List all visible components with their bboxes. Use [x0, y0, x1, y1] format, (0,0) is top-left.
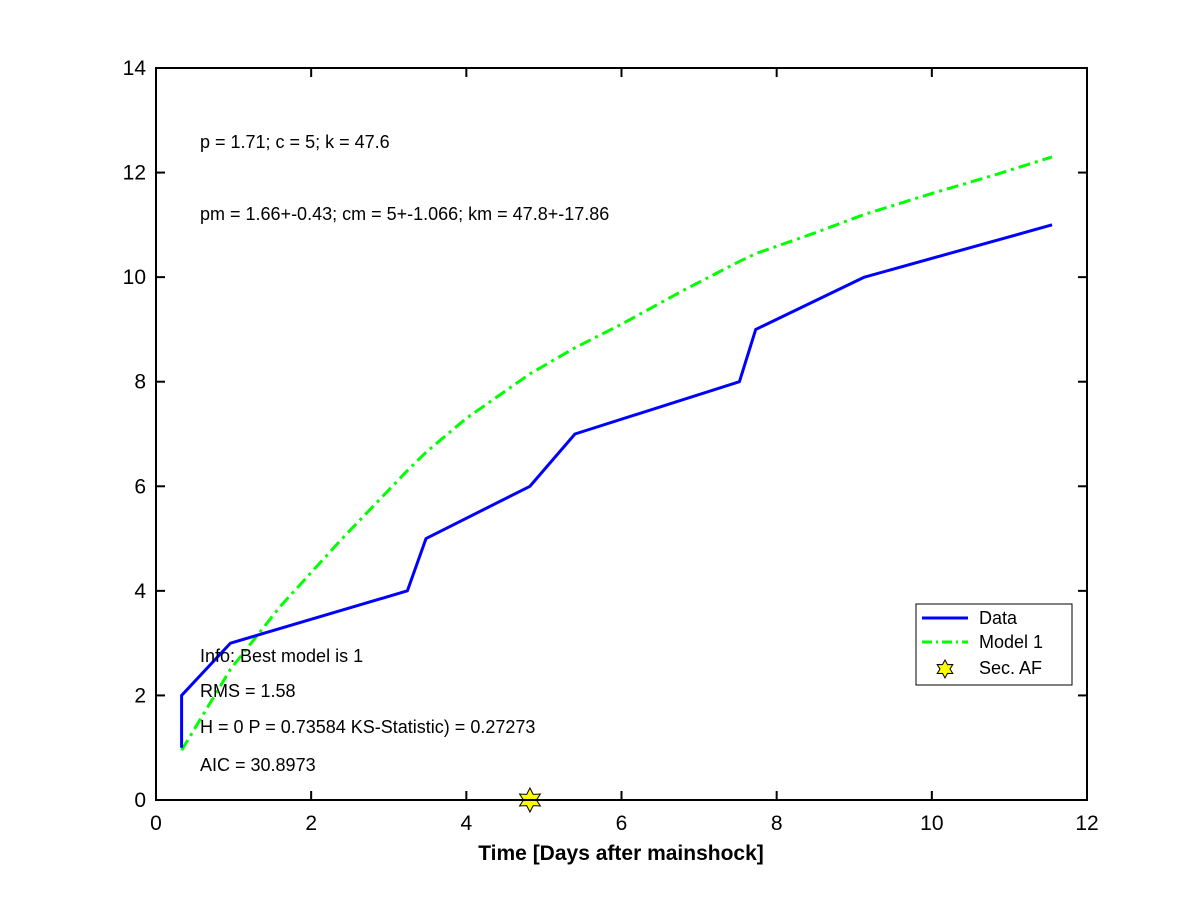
y-tick-label: 2 [134, 684, 146, 707]
y-tick-label: 12 [123, 162, 146, 185]
x-tick-label: 4 [460, 812, 472, 835]
legend-label-data: Data [979, 608, 1018, 628]
series-model-1-line [180, 155, 1053, 752]
x-tick-label: 8 [771, 812, 783, 835]
legend-star-icon [936, 658, 954, 680]
x-tick-label: 10 [920, 812, 943, 835]
plot-frame [155, 67, 1088, 801]
legend: Data Model 1 Sec. AF [915, 603, 1073, 686]
legend-label-model: Model 1 [979, 632, 1043, 652]
annotation-ks: H = 0 P = 0.73584 KS-Statistic) = 0.2727… [200, 717, 535, 737]
x-tick-label: 12 [1075, 812, 1098, 835]
x-tick-label: 6 [616, 812, 628, 835]
x-tick-label: 2 [305, 812, 317, 835]
x-axis-title: Time [Days after mainshock] [478, 842, 764, 865]
x-tick-label: 0 [150, 812, 162, 835]
y-tick-label: 6 [134, 475, 146, 498]
y-tick-label: 10 [123, 266, 146, 289]
annotation-params-mean: pm = 1.66+-0.43; cm = 5+-1.066; km = 47.… [200, 204, 609, 224]
y-tick-labels: 0 2 4 6 8 10 12 14 [123, 57, 147, 812]
y-tick-label: 8 [134, 371, 146, 394]
legend-label-secaf: Sec. AF [979, 658, 1042, 678]
annotation-rms: RMS = 1.58 [200, 681, 296, 701]
y-tick-label: 14 [123, 57, 147, 80]
plot-area [156, 68, 1087, 800]
annotation-aic: AIC = 30.8973 [200, 755, 316, 775]
series-data-line [180, 223, 1053, 748]
x-tick-labels: 0 2 4 6 8 10 12 [150, 812, 1099, 835]
y-tick-label: 4 [134, 580, 146, 603]
annotation-info: Info: Best model is 1 [200, 646, 363, 666]
annotation-params: p = 1.71; c = 5; k = 47.6 [200, 132, 390, 152]
y-tick-label: 0 [134, 789, 146, 812]
